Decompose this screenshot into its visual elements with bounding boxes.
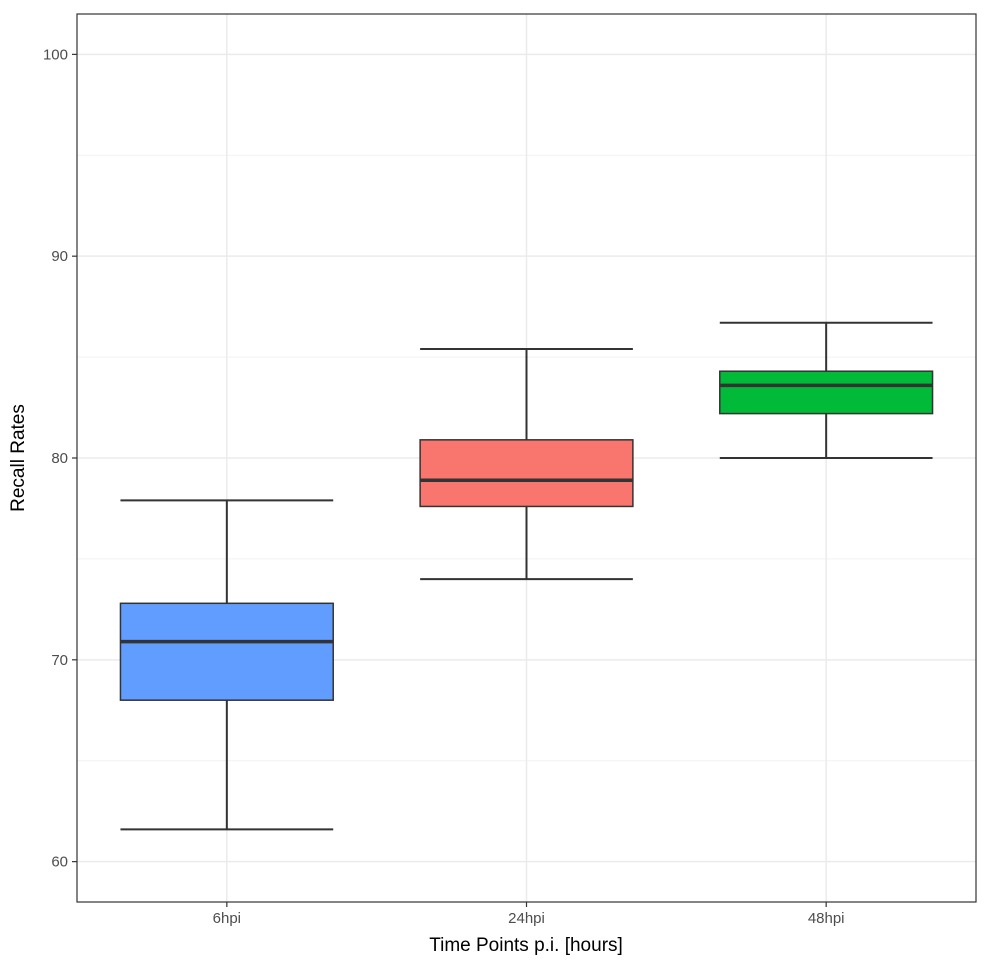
box-series bbox=[119, 321, 934, 831]
x-axis-title: Time Points p.i. [hours] bbox=[429, 935, 623, 956]
y-tick-label: 70 bbox=[51, 652, 68, 669]
iqr-box bbox=[419, 439, 634, 508]
x-tick-label: 6hpi bbox=[213, 910, 241, 927]
y-axis-title: Recall Rates bbox=[8, 404, 29, 512]
y-tick-label: 60 bbox=[51, 854, 68, 871]
x-tick-label: 48hpi bbox=[808, 910, 845, 927]
y-tick-label: 90 bbox=[51, 248, 68, 265]
iqr-box bbox=[119, 602, 334, 701]
box-48hpi bbox=[719, 321, 934, 459]
box-24hpi bbox=[419, 348, 634, 581]
box-6hpi bbox=[119, 499, 334, 831]
y-tick-label: 80 bbox=[51, 450, 68, 467]
y-axis: 60 70 80 90 100 bbox=[43, 46, 77, 871]
iqr-box bbox=[719, 370, 934, 415]
x-axis: 6hpi 24hpi 48hpi bbox=[213, 902, 845, 927]
y-tick-label: 100 bbox=[43, 46, 68, 63]
x-tick-label: 24hpi bbox=[508, 910, 545, 927]
